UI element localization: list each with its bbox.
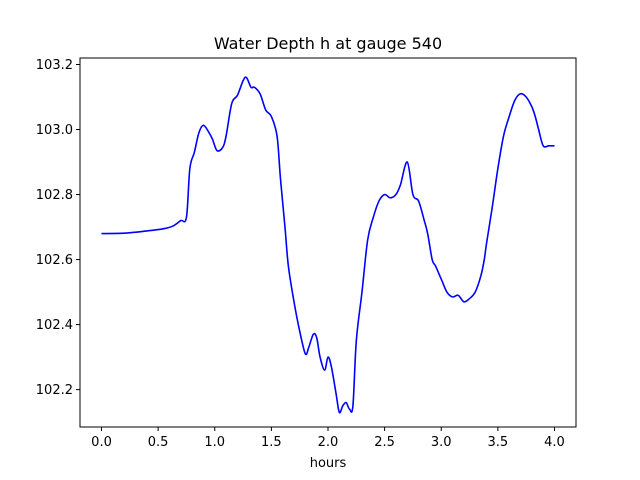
x-axis-ticks: 0.0 0.5 1.0 1.5 2.0 2.5 3.0 3.5 4.0 <box>91 427 565 450</box>
x-axis-label: hours <box>310 456 347 471</box>
series-line <box>101 76 555 414</box>
x-tick-label: 2.0 <box>318 435 339 450</box>
x-tick-label: 0.0 <box>91 435 112 450</box>
x-tick-label: 1.0 <box>204 435 225 450</box>
x-tick-label: 4.0 <box>544 435 565 450</box>
y-tick-label: 102.6 <box>36 253 73 268</box>
x-tick-label: 3.0 <box>431 435 452 450</box>
plot-frame <box>79 57 577 428</box>
x-tick-label: 2.5 <box>374 435 395 450</box>
y-tick-label: 102.2 <box>36 383 73 398</box>
x-tick-label: 3.5 <box>488 435 509 450</box>
y-axis-ticks: 102.2 102.4 102.6 102.8 103.0 103.2 <box>36 58 80 398</box>
chart-title: Water Depth h at gauge 540 <box>214 34 442 53</box>
y-tick-label: 102.4 <box>36 318 73 333</box>
y-tick-label: 102.8 <box>36 188 73 203</box>
y-tick-label: 103.0 <box>36 123 73 138</box>
x-tick-label: 1.5 <box>261 435 282 450</box>
y-tick-label: 103.2 <box>36 58 73 73</box>
x-tick-label: 0.5 <box>148 435 169 450</box>
